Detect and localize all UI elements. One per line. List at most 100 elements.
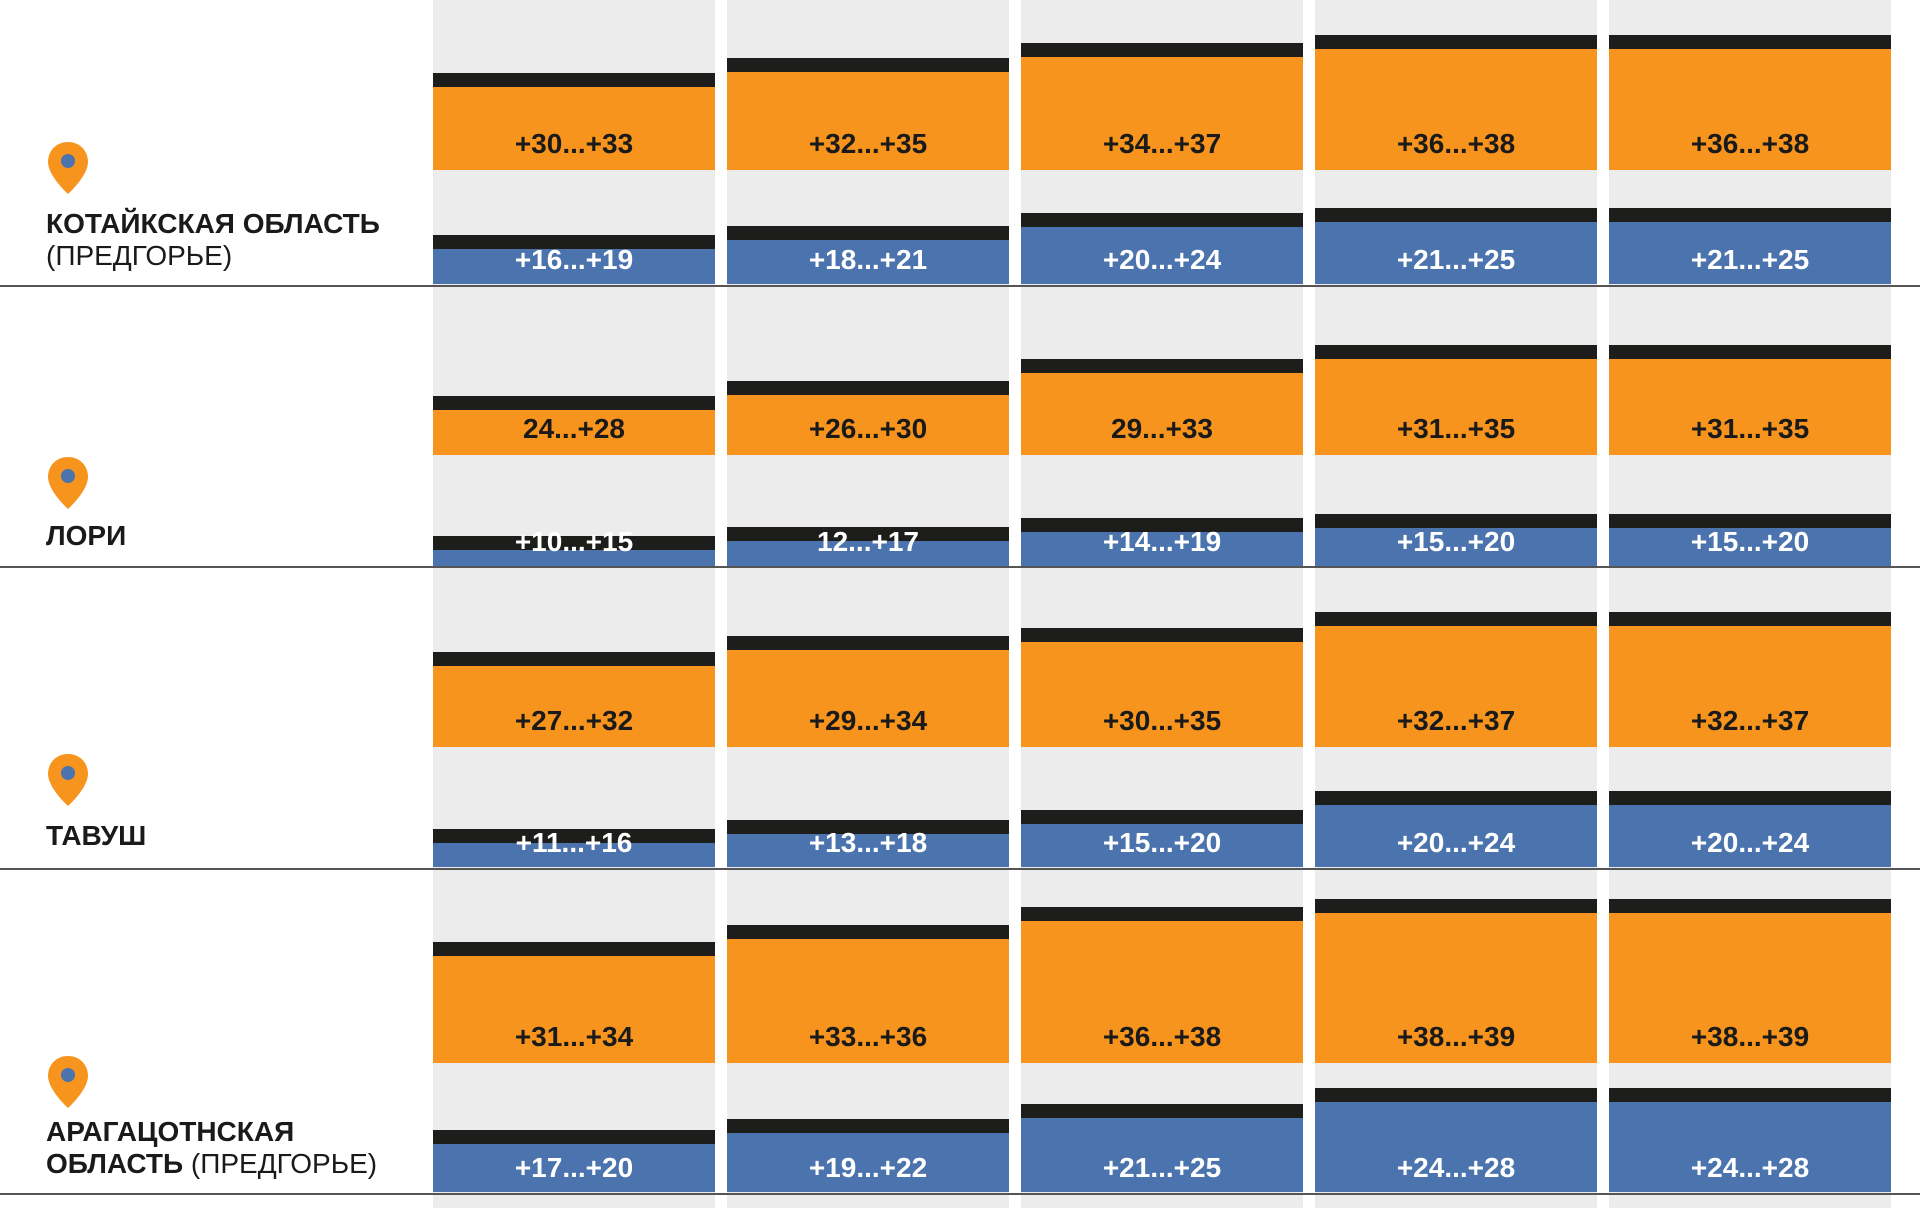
region-name: АРАГАЦОТНСКАЯ ОБЛАСТЬ (ПРЕДГОРЬЕ) [46,1116,377,1180]
night-bar-topline [1609,1088,1891,1103]
day-bar-topline [433,651,715,666]
day-bar-topline [727,635,1009,650]
day-bar [727,635,1009,748]
day-range-label: +32...+35 [808,128,928,160]
day-bar-topline [1315,35,1597,50]
day-range-label: +32...+37 [1690,705,1810,737]
region-title: КОТАЙКСКАЯ ОБЛАСТЬ [46,208,380,239]
day-bar-topline [1315,898,1597,913]
location-pin-icon [48,457,88,509]
night-range-label: +21...+25 [1102,1152,1222,1183]
day-bar-topline [1315,611,1597,626]
night-bar-topline [433,234,715,249]
region-name: ЛОРИ [46,520,126,552]
day-bar [1315,611,1597,748]
day-range-label: +31...+35 [1396,412,1516,444]
night-range-label: +15...+20 [1102,827,1222,858]
night-range-label: +19...+22 [808,1152,928,1183]
night-bar [1021,1103,1303,1192]
day-bar [1021,907,1303,1064]
night-range-label: +21...+25 [1690,244,1810,275]
night-range-label: +20...+24 [1396,827,1516,858]
day-bar [1609,898,1891,1064]
night-bar-topline [1315,208,1597,223]
day-bar-topline [1315,344,1597,359]
night-range-label: +20...+24 [1690,827,1810,858]
day-range-label: +33...+36 [808,1021,928,1053]
night-bar-topline [727,1119,1009,1134]
night-range-label: +15...+20 [1396,526,1516,557]
night-range-label: +18...+21 [808,244,928,275]
day-bar-topline [1021,907,1303,922]
day-range-label: +36...+38 [1102,1021,1222,1053]
night-range-label: +10...+15 [514,526,634,557]
day-bar-topline [1021,42,1303,57]
day-range-label: +27...+32 [514,705,634,737]
day-bar-topline [727,57,1009,72]
day-bar [1315,35,1597,171]
day-range-label: +31...+35 [1690,412,1810,444]
day-bar [727,924,1009,1064]
night-bar-topline [727,226,1009,241]
night-bar-topline [1315,791,1597,806]
night-bar [1609,1088,1891,1192]
day-bar-topline [1021,359,1303,374]
night-bar-topline [1021,518,1303,533]
day-bar [1609,344,1891,455]
day-bar-topline [1609,35,1891,50]
night-bar-topline [1609,791,1891,806]
day-range-label: +29...+34 [808,705,928,737]
night-bar-topline [433,1129,715,1144]
day-bar [1021,359,1303,455]
day-range-label: +38...+39 [1690,1021,1810,1053]
region-name: ТАВУШ [46,820,146,852]
night-range-label: +21...+25 [1396,244,1516,275]
region-title: АРАГАЦОТНСКАЯ [46,1116,295,1147]
night-range-label: 12...+17 [817,526,919,557]
day-bar-topline [433,396,715,411]
region-title-line2: ОБЛАСТЬ [46,1148,184,1179]
day-range-label: +26...+30 [808,412,928,444]
night-bar-topline [433,829,715,844]
day-bar [433,651,715,748]
day-bar [1021,42,1303,171]
day-bar-topline [1609,344,1891,359]
day-bar [1609,35,1891,171]
day-range-label: +32...+37 [1396,705,1516,737]
day-bar [1315,898,1597,1064]
night-bar-topline [1315,513,1597,528]
night-bar-topline [1609,208,1891,223]
day-bar-topline [727,381,1009,396]
day-bar-topline [433,941,715,956]
night-range-label: +24...+28 [1396,1152,1516,1183]
region-subtitle: (ПРЕДГОРЬЕ) [46,240,233,271]
night-bar-topline [727,819,1009,834]
row-separator [0,868,1920,870]
day-bar-topline [1609,898,1891,913]
night-bar [1315,1088,1597,1192]
night-bar-topline [1021,1103,1303,1118]
night-range-label: +15...+20 [1690,526,1810,557]
day-range-label: +38...+39 [1396,1021,1516,1053]
day-bar-topline [1609,611,1891,626]
day-range-label: +34...+37 [1102,128,1222,160]
day-bar [433,941,715,1064]
row-separator [0,285,1920,287]
day-range-label: +31...+34 [514,1021,634,1053]
day-range-label: +30...+35 [1102,705,1222,737]
night-bar-topline [433,535,715,550]
day-bar [1315,344,1597,455]
night-bar-topline [1021,212,1303,227]
day-range-label: +30...+33 [514,128,634,160]
day-bar [433,72,715,171]
night-bar-topline [1021,810,1303,825]
night-range-label: +24...+28 [1690,1152,1810,1183]
night-bar-topline [727,526,1009,541]
night-range-label: +16...+19 [514,244,634,275]
region-subtitle: (ПРЕДГОРЬЕ) [183,1148,378,1179]
night-range-label: +20...+24 [1102,244,1222,275]
day-range-label: 24...+28 [523,412,625,444]
row-separator [0,1193,1920,1195]
day-bar [1021,627,1303,748]
